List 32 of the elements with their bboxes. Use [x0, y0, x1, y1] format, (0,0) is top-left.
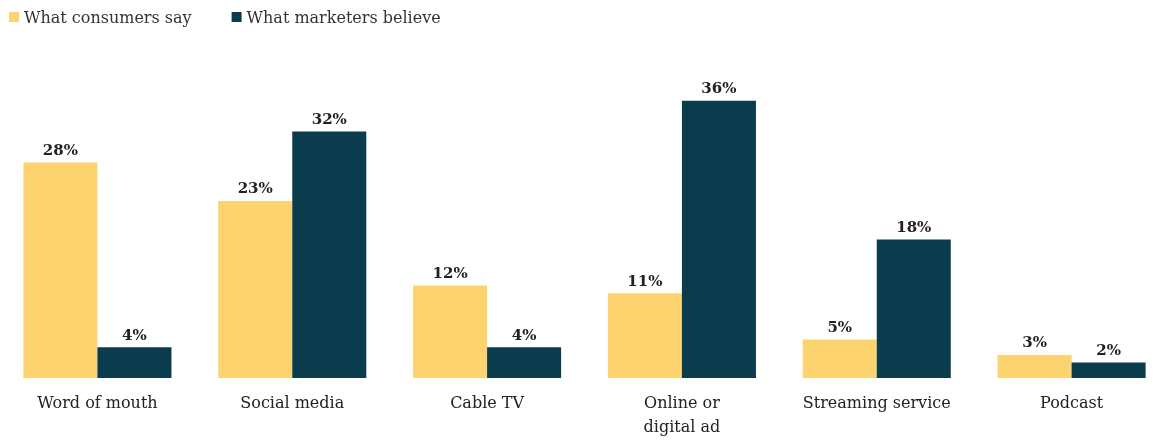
x-tick-label: Social media: [240, 392, 345, 412]
data-label: 23%: [237, 179, 273, 198]
data-label: 36%: [701, 79, 737, 98]
x-tick-label: Podcast: [1040, 392, 1104, 412]
data-label: 5%: [827, 318, 853, 336]
bar: [1071, 362, 1146, 378]
x-tick-label: Cable TV: [450, 392, 525, 412]
data-label: 11%: [627, 271, 663, 290]
bar: [607, 293, 682, 378]
bar: [802, 339, 877, 378]
bar: [876, 239, 951, 378]
data-label: 18%: [896, 217, 932, 236]
data-label: 32%: [311, 110, 347, 129]
bar: [413, 285, 488, 378]
bar: [487, 347, 562, 378]
data-label: 4%: [122, 325, 147, 344]
data-label: 12%: [432, 264, 468, 283]
bar: [218, 200, 293, 378]
legend-label: What marketers believe: [246, 7, 441, 27]
bar: [97, 347, 172, 378]
x-tick-label: Word of mouth: [37, 392, 158, 412]
x-tick-label: Online or digital ad: [643, 392, 721, 436]
bar: [292, 131, 367, 378]
bar: [23, 162, 98, 378]
legend-label: What consumers say: [24, 7, 192, 27]
data-label: 28%: [42, 140, 78, 159]
data-label: 2%: [1096, 341, 1121, 360]
bar: [997, 354, 1072, 378]
data-label: 4%: [511, 325, 537, 344]
x-tick-label: Streaming service: [802, 392, 951, 412]
data-label: 3%: [1022, 333, 1047, 352]
bar: [681, 100, 756, 378]
